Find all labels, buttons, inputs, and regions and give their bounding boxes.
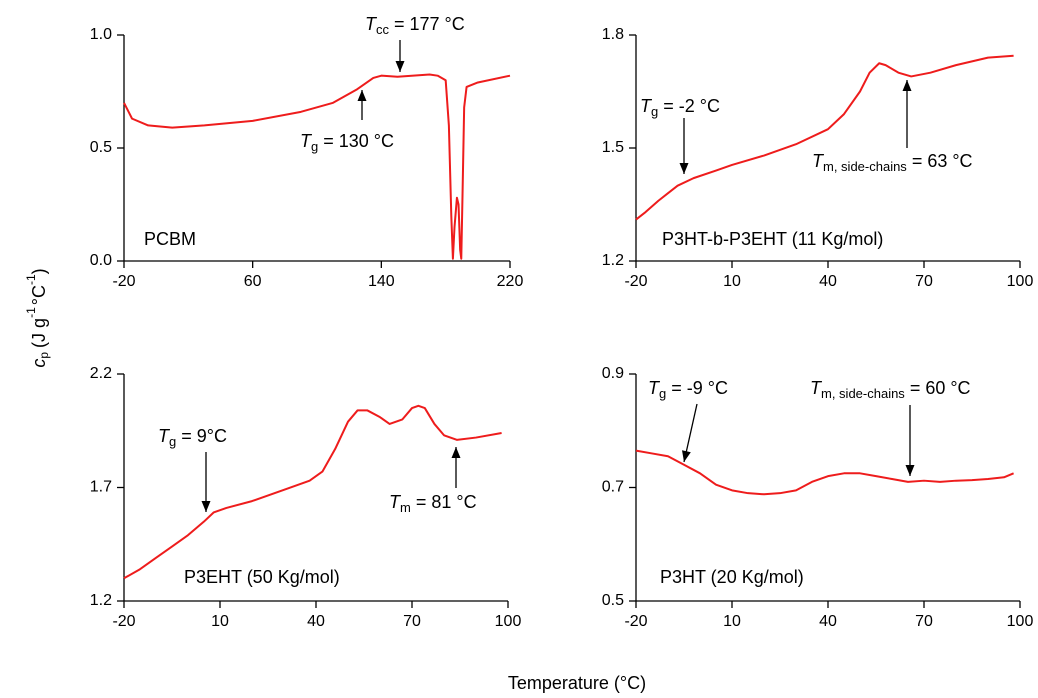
x-tick-label: 40: [819, 613, 837, 630]
x-tick-label: 220: [497, 273, 524, 290]
x-tick-label: -20: [112, 273, 135, 290]
annotation-text: = 81 °C: [416, 492, 477, 512]
annotation-text: = -2 °C: [663, 96, 720, 116]
annotation-symbol: T: [300, 131, 313, 151]
x-tick-label: 100: [1007, 613, 1034, 630]
y-label-sup: -1: [24, 274, 38, 285]
annotation-symbol: T: [810, 378, 823, 398]
y-tick-label: 0.0: [90, 252, 112, 269]
annotation: Tg = -9 °C: [648, 378, 728, 402]
arrow-head: [395, 61, 405, 72]
annotation: Tg = -2 °C: [640, 96, 720, 120]
annotation-sub: m: [400, 500, 411, 515]
y-label-sup: -1: [24, 307, 38, 318]
annotation-text: = 130 °C: [323, 131, 394, 151]
arrow-head: [682, 450, 691, 462]
annotation-text: = 63 °C: [912, 151, 973, 171]
y-tick-label: 1.0: [90, 26, 112, 43]
y-tick-label: 1.2: [602, 252, 624, 269]
panel-label: P3HT-b-P3EHT (11 Kg/mol): [662, 229, 883, 249]
arrow-head: [201, 501, 211, 512]
panel-label: PCBM: [144, 229, 196, 249]
annotation: Tm, side-chains = 60 °C: [810, 378, 971, 402]
arrow-head: [679, 163, 689, 174]
x-tick-label: 100: [1007, 273, 1034, 290]
data-line: [123, 404, 502, 580]
annotation: Tm, side-chains = 63 °C: [812, 151, 973, 175]
x-tick-label: 40: [819, 273, 837, 290]
annotation-sub: m, side-chains: [821, 386, 905, 401]
panel-label: P3EHT (50 Kg/mol): [184, 567, 340, 587]
x-tick-label: -20: [624, 613, 647, 630]
annotation: Tm = 81 °C: [389, 492, 477, 516]
x-tick-label: 100: [495, 613, 522, 630]
annotation-symbol: T: [389, 492, 402, 512]
x-tick-label: 70: [403, 613, 421, 630]
x-tick-label: 70: [915, 273, 933, 290]
annotation-sub: g: [169, 434, 176, 449]
x-tick-label: -20: [112, 613, 135, 630]
x-axis-label: Temperature (°C): [508, 673, 646, 693]
annotation-sub: g: [651, 104, 658, 119]
x-tick-label: 60: [244, 273, 262, 290]
x-tick-label: 40: [307, 613, 325, 630]
y-tick-label: 0.9: [602, 365, 624, 382]
y-label-symbol: c: [29, 359, 49, 368]
annotation: Tg = 130 °C: [300, 131, 394, 155]
annotation: Tg = 9°C: [158, 426, 227, 450]
x-tick-label: 10: [723, 613, 741, 630]
panel-label: P3HT (20 Kg/mol): [660, 567, 804, 587]
y-tick-label: 1.7: [90, 479, 112, 496]
y-tick-label: 0.7: [602, 479, 624, 496]
arrow-head: [357, 90, 367, 101]
annotation-sub: cc: [376, 22, 390, 37]
y-tick-label: 2.2: [90, 365, 112, 382]
y-axis-label: cp(J g-1°C-1): [24, 268, 51, 367]
x-tick-label: 10: [211, 613, 229, 630]
y-label-unit: ): [29, 268, 49, 274]
annotation-text: = 177 °C: [394, 14, 465, 34]
annotation-symbol: T: [648, 378, 661, 398]
data-line: [635, 449, 1014, 496]
annotation-text: = 9°C: [181, 426, 227, 446]
y-tick-label: 0.5: [90, 139, 112, 156]
data-line: [123, 73, 511, 260]
annotation-symbol: T: [640, 96, 653, 116]
y-tick-label: 1.2: [90, 592, 112, 609]
x-tick-label: -20: [624, 273, 647, 290]
annotation-text: = 60 °C: [910, 378, 971, 398]
annotation-text: = -9 °C: [671, 378, 728, 398]
x-tick-label: 140: [368, 273, 395, 290]
annotation: Tcc = 177 °C: [365, 14, 465, 38]
y-tick-label: 1.8: [602, 26, 624, 43]
annotation-sub: g: [659, 386, 666, 401]
x-tick-label: 70: [915, 613, 933, 630]
annotation-symbol: T: [812, 151, 825, 171]
annotation-sub: m, side-chains: [823, 159, 907, 174]
x-tick-label: 10: [723, 273, 741, 290]
annotation-symbol: T: [158, 426, 171, 446]
y-tick-label: 0.5: [602, 592, 624, 609]
annotation-sub: g: [311, 139, 318, 154]
annotation-symbol: T: [365, 14, 378, 34]
y-tick-label: 1.5: [602, 139, 624, 156]
data-line: [635, 54, 1014, 221]
arrow-head: [905, 465, 915, 476]
y-label-unit: (J g: [29, 318, 49, 348]
arrow-head: [451, 447, 461, 458]
y-label-unit: °C: [29, 285, 49, 305]
y-label-sub: p: [37, 352, 51, 359]
arrow-head: [902, 80, 912, 91]
